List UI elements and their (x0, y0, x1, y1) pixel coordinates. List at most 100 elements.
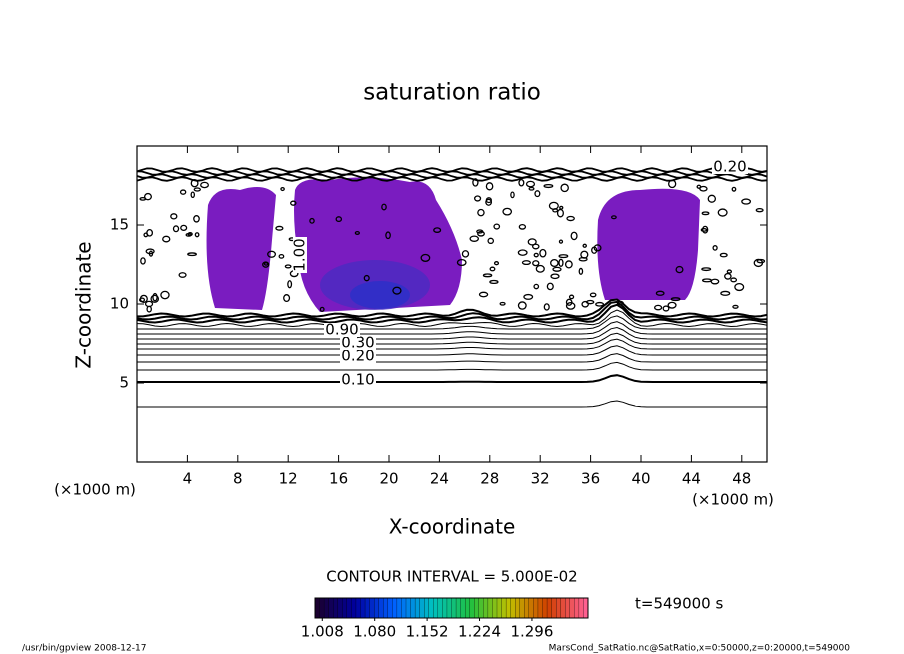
colorbar-cell (437, 597, 443, 619)
contour-line (136, 303, 768, 324)
contour-speck (543, 183, 554, 189)
contour-speck (381, 203, 387, 211)
y-unit: (×1000 m) (54, 481, 136, 499)
colorbar-cell (496, 597, 502, 619)
y-tick-label: 5 (119, 374, 129, 392)
contour-speck (582, 243, 587, 248)
contour-speck (493, 223, 501, 230)
colorbar-tick-label: 1.224 (458, 623, 501, 641)
contour-speck (280, 186, 285, 192)
contour-speck (741, 198, 752, 205)
footer-right: MarsCond_SatRatio.nc@SatRatio,x=0:50000,… (549, 644, 851, 654)
contour-speck (172, 225, 180, 233)
contour-speck (533, 252, 539, 258)
contour-speck (518, 178, 525, 187)
contour-speck (564, 260, 573, 269)
contour-speck (730, 277, 738, 283)
contour-line (137, 400, 767, 408)
fill-region (350, 281, 410, 309)
contour-speck (548, 201, 559, 210)
x-tick-label: 16 (329, 470, 348, 488)
fill-regions (206, 177, 700, 312)
colorbar-cell (433, 597, 439, 619)
x-tick-label: 36 (581, 470, 600, 488)
colorbar-cell (419, 597, 425, 619)
colorbar-cell (428, 597, 434, 619)
contour-line (137, 353, 767, 363)
contour-label-bg (324, 323, 360, 337)
contour-speck (263, 262, 269, 266)
contour-speck (731, 186, 737, 192)
contour-speck (474, 195, 482, 202)
contour-speck (487, 237, 495, 245)
contour-speck (185, 233, 192, 237)
colorbar-cell (533, 597, 539, 619)
contour-line (137, 374, 767, 383)
contour-label-bg (340, 349, 376, 363)
contour-speck (717, 208, 728, 217)
contour-speck (284, 264, 292, 269)
contour-speck (187, 252, 197, 257)
colorbar-cell (455, 597, 462, 619)
contour-speck (143, 192, 152, 201)
contour-speck (595, 301, 605, 307)
contour-speck (461, 250, 470, 258)
colorbar-cell (333, 597, 339, 619)
contour-speck (485, 198, 493, 206)
contour-speck (385, 231, 391, 240)
colorbar-cell (346, 597, 352, 619)
contour-speck (527, 238, 537, 246)
colorbar-cell (542, 597, 548, 619)
colorbar-cell (574, 597, 580, 619)
contour-speck (200, 181, 209, 189)
contour-speck (593, 244, 602, 252)
colorbar-cell (414, 597, 421, 619)
x-tick-label: 12 (279, 470, 298, 488)
colorbar-cell (464, 597, 471, 619)
contour-speck (178, 272, 187, 278)
contour-label: 0.20 (341, 347, 374, 365)
contour-label: 0.10 (341, 371, 374, 389)
contour-line (136, 176, 768, 182)
contour-speck (499, 301, 506, 306)
colorbar-cell (524, 597, 530, 619)
contour-speck (543, 303, 550, 311)
x-tick-label: 24 (430, 470, 449, 488)
colorbar-cell (337, 597, 343, 619)
contour-speck (535, 264, 545, 273)
contour-speck (472, 178, 479, 187)
colorbar-cell (319, 597, 325, 619)
x-tick-label: 28 (480, 470, 499, 488)
contour-speck (193, 215, 200, 223)
contour-speck (662, 305, 670, 312)
colorbar-cell (364, 597, 371, 619)
contour-speck (565, 301, 576, 310)
colorbar-cell (528, 597, 534, 619)
contour-speck (734, 283, 745, 292)
colorbar-tick-label: 1.080 (353, 623, 396, 641)
colorbar-tick-label: 1.152 (406, 623, 449, 641)
colorbar-cell (478, 597, 484, 619)
contour-speck (420, 253, 431, 262)
contour-label: 0.20 (713, 158, 746, 176)
contour-speck (150, 294, 160, 303)
contour-speck (278, 253, 285, 259)
colorbar-cell (565, 597, 571, 619)
colorbar-cell (474, 597, 480, 619)
colorbar-cell (328, 597, 334, 619)
time-label: t=549000 s (635, 595, 723, 613)
contour-speck (531, 243, 540, 250)
contour-speck (611, 215, 617, 220)
colorbar-cell (314, 597, 320, 619)
fill-region (597, 188, 700, 300)
contour-speck (180, 224, 188, 232)
y-tick-label: 15 (110, 216, 129, 234)
contour-speck (146, 228, 154, 237)
contour-speck (552, 266, 562, 272)
contour-speck (732, 304, 739, 309)
contour-speck (550, 258, 559, 268)
contour-speck (485, 182, 494, 191)
colorbar-cell (551, 597, 557, 619)
contour-speck (559, 205, 564, 210)
